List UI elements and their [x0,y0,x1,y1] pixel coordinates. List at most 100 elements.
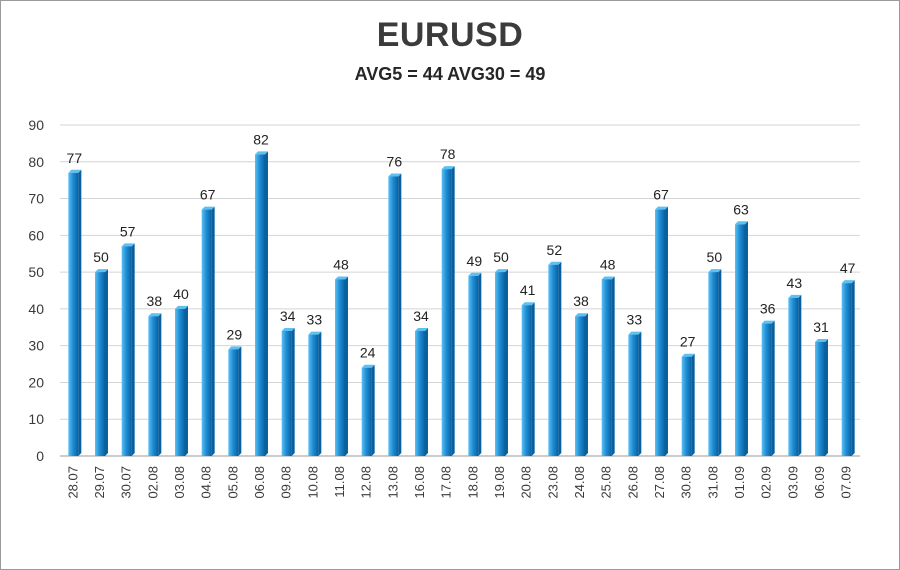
x-tick-label: 09.08 [279,466,294,499]
bar-top [281,327,295,331]
x-tick-label: 27.08 [652,466,667,499]
bar-top [628,331,642,335]
data-label: 38 [573,293,589,309]
data-label: 40 [173,286,189,302]
x-tick-label: 06.09 [812,466,827,499]
data-label: 50 [707,249,723,265]
bar [735,224,745,456]
bar-top [655,206,668,210]
bar-side [638,331,642,456]
x-tick-label: 24.08 [572,466,587,499]
data-label: 49 [467,253,483,269]
x-tick-label: 19.08 [492,466,507,499]
x-tick-label: 06.08 [252,466,267,499]
x-tick-label: 17.08 [439,466,454,499]
bar [281,330,292,456]
data-label: 76 [387,153,403,169]
data-label: 29 [227,326,243,342]
bar [415,330,425,456]
bar-side [451,166,455,456]
bar-top [495,269,508,273]
bar [841,283,852,456]
bar-top [601,276,615,280]
bar-side [505,269,508,456]
bar-top [68,169,82,173]
x-tick-label: 01.09 [732,466,747,499]
data-label: 31 [813,319,829,335]
x-tick-label: 23.08 [545,466,560,499]
x-tick-label: 30.08 [679,466,694,499]
bar-side [318,331,322,456]
bar-side [371,364,375,456]
x-tick-label: 25.08 [599,466,614,499]
bar-side [691,353,695,456]
bar-top [255,151,268,155]
y-axis-ticks: 0 10 20 30 40 50 60 70 80 90 [28,117,44,464]
bar-top [548,261,562,265]
bar-top [201,206,215,210]
x-tick-label: 10.08 [305,466,320,499]
data-label: 27 [680,334,696,350]
bar-side [105,269,108,456]
y-tick-label: 40 [28,301,44,317]
bar-side [798,294,802,456]
bar [468,275,479,456]
data-label: 67 [200,187,216,203]
bar-top [575,313,588,317]
x-tick-label: 30.07 [119,466,134,499]
bar [548,264,559,456]
data-label: 41 [520,282,536,298]
bar-side [665,206,668,456]
bar [761,323,772,456]
data-label: 36 [760,301,776,317]
bar-side [585,313,588,456]
data-label: 82 [253,131,269,147]
y-tick-label: 0 [36,448,44,464]
bar-top [521,302,535,306]
bar [708,272,719,456]
y-tick-label: 30 [28,338,44,354]
bar-side [398,173,402,456]
y-tick-label: 20 [28,374,44,390]
x-axis-ticks: 28.07 29.07 30.07 02.08 03.08 04.08 05.08 06.08… [65,466,853,499]
x-tick-label: 07.09 [839,466,854,499]
data-labels: 77 50 57 38 40 67 29 82 34 33 48 24 76 34 78 49 50 41 52 38… [67,131,856,360]
x-tick-label: 16.08 [412,466,427,499]
bar [681,356,692,456]
bars [68,151,855,457]
chart-subtitle: AVG5 = 44 AVG30 = 49 [354,64,546,84]
data-label: 78 [440,146,456,162]
bar [788,297,799,456]
bar-side [265,151,268,456]
x-tick-label: 28.07 [65,466,80,499]
x-tick-label: 20.08 [519,466,534,499]
bar [815,341,825,456]
y-tick-label: 80 [28,154,44,170]
bar [95,272,105,456]
bar [175,308,185,456]
data-label: 63 [733,201,749,217]
bar-side [718,269,722,456]
bar-top [735,221,748,225]
y-tick-label: 50 [28,264,44,280]
bar-side [291,327,295,456]
bar-side [131,243,135,456]
bar-top [788,294,802,298]
data-label: 33 [307,312,323,328]
x-tick-label: 26.08 [625,466,640,499]
gridlines [60,124,860,457]
bar-top [708,269,722,273]
data-label: 43 [787,275,803,291]
x-tick-label: 12.08 [359,466,374,499]
bar [601,279,612,456]
bar-top [121,243,135,247]
bar-side [531,302,535,456]
x-tick-label: 31.08 [705,466,720,499]
bar-top [308,331,322,335]
bar-side [611,276,615,456]
bar-top [175,305,188,309]
x-tick-label: 05.08 [225,466,240,499]
data-label: 50 [493,249,509,265]
x-tick-label: 02.09 [759,466,774,499]
